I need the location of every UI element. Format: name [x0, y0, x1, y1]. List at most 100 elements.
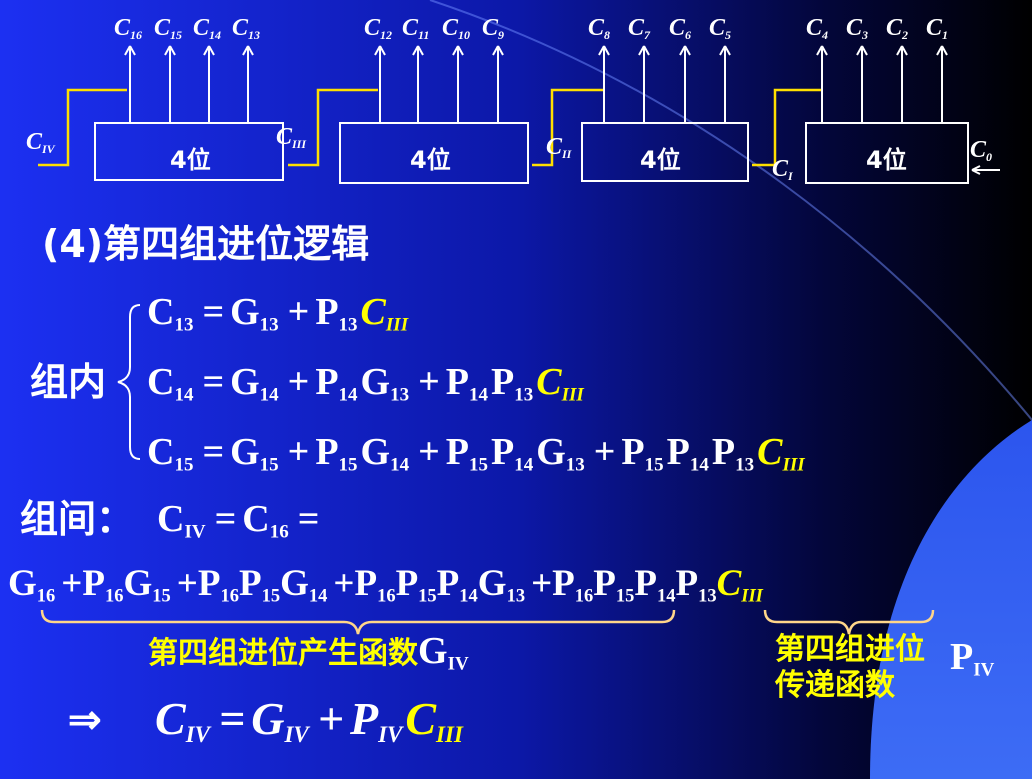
symbol: P14	[634, 565, 675, 606]
subscript: 1	[942, 28, 949, 43]
subscript: IV	[973, 659, 995, 681]
symbol-base: +	[287, 431, 310, 473]
adder-diagram	[38, 45, 1000, 184]
symbol: C13	[232, 16, 260, 41]
symbol-base: C	[757, 431, 783, 473]
note: 第四组进位产生函数GIV	[148, 632, 472, 674]
equation: C14 = G14 + P14G13 + P14P13CIII	[147, 363, 587, 405]
carry-label: C12	[364, 16, 392, 41]
symbol: G13	[478, 565, 525, 606]
subscript: IV	[42, 142, 55, 157]
subscript: 16	[104, 586, 124, 607]
symbol-base: C	[193, 15, 210, 41]
symbol: P16	[354, 565, 395, 606]
symbol: C14	[193, 16, 221, 41]
symbol: =	[215, 500, 237, 538]
equation: G16 +P16G15 +P16P15G14 +P16P15P14G13 +P16P15…	[8, 565, 763, 606]
symbol: GIV	[251, 696, 309, 747]
carry-link	[752, 88, 822, 167]
symbol: C16	[242, 500, 288, 542]
symbol-base: G	[230, 291, 260, 333]
symbol-base: C	[806, 15, 823, 41]
carry-label: C5	[709, 16, 731, 41]
subscript: 14	[468, 384, 488, 406]
adder-box	[581, 122, 749, 182]
symbol: G16	[8, 565, 55, 606]
symbol-base: C	[669, 15, 686, 41]
subscript: 14	[689, 454, 709, 476]
adder-box	[805, 122, 969, 184]
carry-label: C8	[588, 16, 610, 41]
subscript: 13	[259, 314, 279, 336]
symbol: C6	[669, 16, 691, 41]
subscript: 14	[338, 384, 358, 406]
symbol-base: G	[418, 630, 448, 672]
symbol-base: P	[82, 563, 105, 604]
symbol-base: =	[202, 431, 225, 473]
carry-label: C6	[669, 16, 691, 41]
under-brace	[40, 609, 676, 635]
symbol-base: C	[536, 361, 562, 403]
symbol: CIII	[717, 565, 763, 606]
symbol: C15	[147, 433, 193, 475]
symbol: G13	[361, 363, 410, 405]
symbol: =	[202, 363, 224, 401]
symbol-base: C	[147, 431, 175, 473]
symbol-base: =	[202, 291, 225, 333]
symbol: G14	[230, 363, 279, 405]
under-brace	[763, 609, 935, 635]
group-label: 4位	[640, 146, 681, 174]
symbol-base: C	[276, 124, 293, 150]
symbol-base: G	[230, 361, 260, 403]
symbol-base: +	[176, 563, 198, 604]
equation: CIV = C16 =	[157, 500, 325, 542]
symbol-base: C	[628, 15, 645, 41]
symbol: C9	[482, 16, 504, 41]
symbol: PIV	[350, 696, 402, 747]
carry-arrow	[856, 45, 868, 123]
symbol-base: =	[297, 498, 320, 540]
symbol-base: C	[588, 15, 605, 41]
symbol: P14	[491, 433, 533, 475]
symbol-base: P	[238, 563, 262, 604]
symbol-base: P	[315, 291, 339, 333]
symbol: CIII	[361, 293, 409, 335]
symbol-base: G	[8, 563, 37, 604]
subscript: 13	[514, 384, 534, 406]
slide-title: (4)第四组进位逻辑	[42, 222, 370, 266]
subscript: III	[741, 586, 763, 607]
carry-arrow	[598, 45, 610, 123]
subscript: 16	[269, 521, 289, 543]
subscript: 16	[130, 28, 143, 43]
subscript: 0	[986, 150, 993, 165]
symbol-base: C	[26, 129, 43, 155]
symbol-base: P	[950, 636, 974, 678]
symbol: +	[288, 293, 310, 331]
symbol-base: P	[315, 361, 339, 403]
symbol: CIII	[536, 363, 584, 405]
carry-label: C9	[482, 16, 504, 41]
subscript: III	[561, 384, 584, 406]
subscript: 8	[604, 28, 611, 43]
subscript: 9	[498, 28, 505, 43]
symbol: P16	[82, 565, 123, 606]
inter-label: 组间：	[20, 497, 135, 541]
symbol: +	[288, 433, 310, 471]
symbol: CIV	[157, 500, 206, 542]
symbol: CII	[546, 135, 571, 160]
symbol-base: C	[772, 156, 789, 182]
symbol-base: C	[154, 15, 171, 41]
symbol-base: C	[402, 15, 419, 41]
note-text: 传递函数	[775, 668, 895, 703]
symbol-base: G	[477, 563, 507, 604]
carry-link-label: CII	[546, 135, 571, 160]
symbol-base: C	[360, 291, 386, 333]
symbol-base: G	[536, 431, 566, 473]
symbol: CIV	[155, 696, 210, 747]
symbol-base: +	[317, 693, 344, 744]
symbol-base: C	[364, 15, 381, 41]
symbol-base: C	[926, 15, 943, 41]
carry-arrow	[896, 45, 908, 123]
